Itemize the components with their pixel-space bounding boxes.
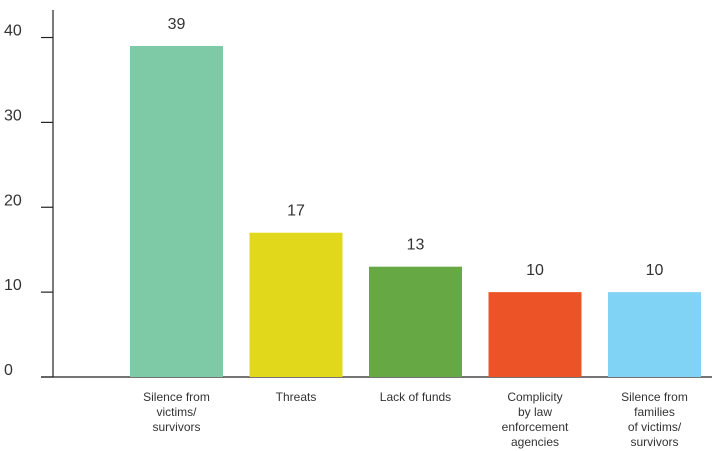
x-tick-label: Silence from families of victims/ surviv…	[600, 390, 710, 450]
data-labels: 39 17 13 10 10	[168, 16, 664, 279]
x-tick-label: Complicity by law enforcement agencies	[480, 390, 590, 450]
data-label: 10	[526, 262, 544, 279]
bars	[130, 46, 701, 377]
y-ticks: 0 10 20 30 40	[4, 23, 53, 379]
bar	[489, 292, 582, 377]
bar	[369, 267, 462, 377]
data-label: 10	[646, 262, 664, 279]
x-tick-label: Lack of funds	[361, 390, 471, 405]
y-tick-label: 40	[4, 23, 22, 40]
bar	[130, 46, 223, 377]
bar	[608, 292, 701, 377]
y-tick-label: 0	[4, 362, 13, 379]
y-tick-label: 30	[4, 107, 22, 124]
y-tick-label: 10	[4, 277, 22, 294]
y-tick-label: 20	[4, 192, 22, 209]
x-tick-label: Threats	[241, 390, 351, 405]
data-label: 17	[287, 203, 305, 220]
bar	[250, 233, 343, 377]
x-tick-label: Silence from victims/ survivors	[122, 390, 232, 435]
data-label: 13	[407, 237, 425, 254]
data-label: 39	[168, 16, 186, 33]
